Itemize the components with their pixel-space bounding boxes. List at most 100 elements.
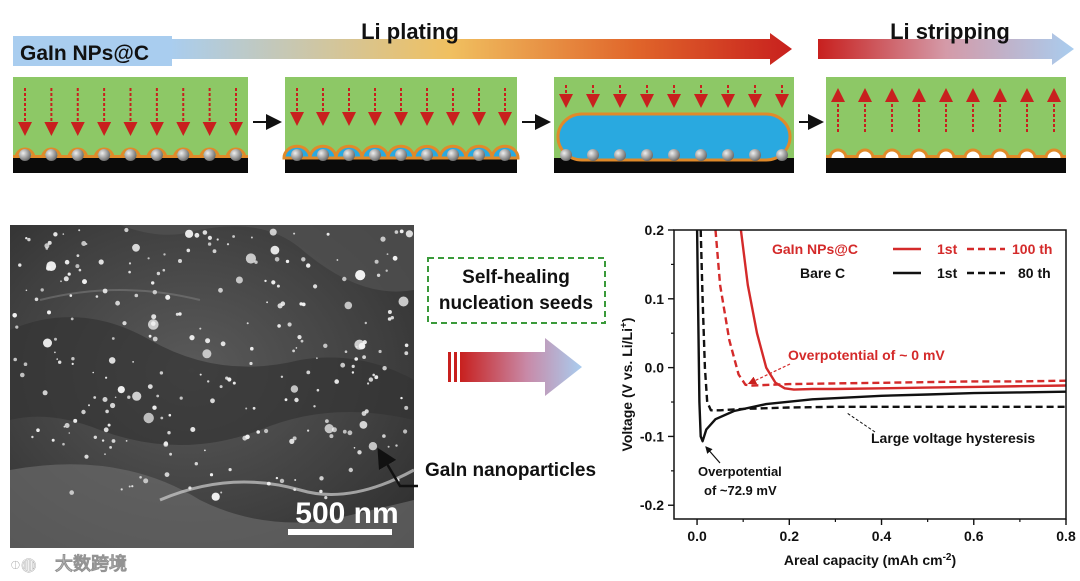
nanoparticle	[165, 294, 171, 300]
nanoparticle	[190, 427, 196, 432]
nanoparticle	[344, 301, 353, 310]
nanoparticle	[325, 419, 329, 423]
nanoparticle	[81, 241, 87, 246]
nanoparticle	[207, 235, 212, 240]
nanoparticle	[156, 271, 161, 276]
nanoparticle	[210, 398, 215, 404]
nanoparticle	[390, 316, 394, 320]
nanoparticle	[211, 492, 220, 501]
y-tick-label: -0.1	[640, 428, 664, 444]
gain-particle	[587, 149, 599, 161]
nanoparticle	[189, 335, 195, 341]
nanoparticle	[246, 322, 249, 325]
nanoparticle	[216, 238, 219, 241]
nanoparticle	[202, 230, 208, 235]
nanoparticle	[313, 405, 316, 408]
series-group	[695, 230, 1066, 443]
x-tick-label: 0.6	[964, 528, 984, 544]
nanoparticle	[355, 346, 358, 348]
nanoparticle	[92, 371, 94, 374]
nanoparticle	[404, 351, 409, 356]
nanoparticle	[128, 485, 131, 488]
nanoparticle	[348, 467, 353, 473]
nanoparticle	[43, 338, 52, 348]
gain-particle	[776, 149, 788, 161]
nanoparticle	[404, 405, 409, 410]
nanoparticle	[357, 450, 362, 455]
gain-particle	[641, 149, 653, 161]
nanoparticle	[169, 452, 173, 456]
nanoparticle	[385, 269, 388, 272]
nanoparticle	[300, 339, 304, 343]
x-tick-label: 0.8	[1056, 528, 1076, 544]
nanoparticle	[70, 317, 74, 321]
nanoparticle	[54, 337, 57, 341]
nanoparticle	[347, 430, 353, 436]
nanoparticle	[351, 371, 355, 374]
nanoparticle	[306, 370, 311, 375]
series-line-0	[739, 230, 1066, 391]
nanoparticle	[54, 351, 56, 354]
nanoparticle	[13, 357, 17, 362]
material-label-box	[13, 36, 172, 66]
nanoparticle	[69, 490, 74, 495]
nanoparticle	[199, 327, 202, 330]
nanoparticle	[84, 454, 89, 459]
nanoparticle	[152, 405, 157, 410]
stage-panel-plating	[282, 77, 520, 173]
y-axis-label: Voltage (V vs. Li/Li+)	[619, 318, 636, 452]
nanoparticle	[295, 347, 298, 349]
nanoparticle	[64, 259, 70, 265]
nanoparticle	[103, 427, 109, 433]
nanoparticle	[232, 235, 236, 238]
nanoparticle	[342, 429, 347, 434]
stripping-arrow	[818, 33, 1074, 65]
annotation-gain-pointer	[747, 363, 791, 385]
gain-particle	[150, 149, 163, 161]
nanoparticle	[132, 243, 140, 252]
nanoparticle	[313, 284, 318, 289]
y-tick-label: -0.2	[640, 497, 664, 513]
legend-label-bare-1st: 1st	[937, 265, 958, 281]
gain-particle	[499, 149, 511, 161]
nanoparticle	[62, 233, 65, 235]
nanoparticle	[101, 439, 105, 442]
gain-particle	[177, 149, 190, 161]
nanoparticle	[323, 343, 328, 348]
annotation-overpotential-gain: Overpotential of ~ 0 mV	[788, 347, 945, 363]
plating-label: Li plating	[361, 19, 459, 44]
gain-particle	[98, 149, 111, 161]
nanoparticle	[405, 230, 413, 238]
nanoparticle	[23, 362, 28, 367]
nanoparticle	[270, 245, 280, 255]
nanoparticle	[212, 249, 217, 254]
nanoparticle	[56, 358, 58, 360]
nanoparticle	[175, 312, 179, 316]
nanoparticle	[294, 479, 297, 481]
gain-particle	[695, 149, 707, 161]
x-tick-label: 0.2	[780, 528, 800, 544]
nanoparticle	[25, 237, 28, 240]
nanoparticle	[361, 411, 367, 416]
nanoparticle	[143, 478, 149, 484]
nanoparticle	[378, 349, 382, 354]
nanoparticle	[382, 366, 387, 371]
nanoparticle	[104, 453, 106, 456]
stage-panel-stripping	[826, 77, 1066, 173]
nanoparticle	[392, 255, 398, 261]
empty-seed	[1017, 148, 1037, 159]
nanoparticle	[151, 314, 157, 320]
nanoparticle	[85, 243, 88, 245]
nanoparticle	[354, 339, 365, 350]
nanoparticle	[293, 232, 296, 235]
watermark: ◐◍ 大数跨境	[10, 553, 127, 575]
nanoparticle	[374, 259, 379, 264]
gain-particle	[421, 149, 433, 161]
nanoparticle	[115, 300, 120, 306]
x-tick-label: 0.4	[872, 528, 892, 544]
nanoparticle	[275, 476, 279, 480]
scale-bar	[288, 529, 392, 535]
gain-particle	[473, 149, 485, 161]
nanoparticle	[143, 412, 154, 424]
